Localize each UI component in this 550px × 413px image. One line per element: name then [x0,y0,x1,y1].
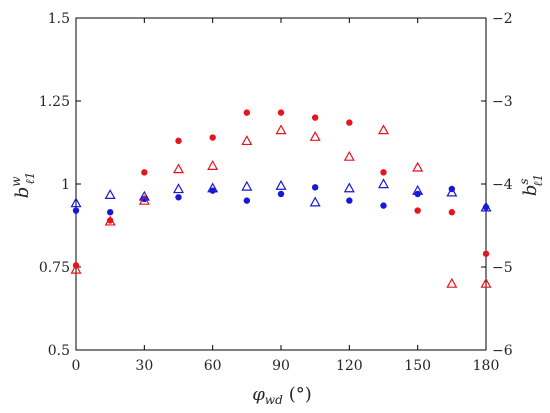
data-point-red-dot [209,134,216,141]
data-point-red-dot [277,109,285,116]
data-point-red-triangle [172,163,185,174]
x-axis-title: φwd (°) [252,384,312,407]
x-tick-label: 30 [135,358,153,374]
data-point-blue-triangle [446,186,458,197]
data-point-blue-triangle [343,182,355,193]
x-tick-label: 90 [272,358,290,374]
data-point-red-triangle [343,150,355,161]
x-tick-label: 60 [204,358,222,374]
data-point-red-triangle [275,124,287,135]
data-point-blue-triangle [207,182,219,193]
data-point-red-triangle [207,160,219,170]
data-point-blue-dot [72,207,80,214]
y-left-tick-label: 0.75 [39,260,70,276]
y-left-tick-label: 1.25 [39,94,70,110]
y-right-tick-label: −4 [492,177,513,193]
data-point-red-dot [243,109,251,116]
y-right-tick-label: −5 [492,260,513,276]
data-point-blue-triangle [275,179,287,190]
data-point-blue-triangle [309,196,321,207]
y-left-tick-label: 0.5 [48,343,70,359]
data-point-red-triangle [446,277,458,288]
data-point-blue-dot [277,190,285,198]
y-axis-left-title: bwℓ1 [9,172,37,198]
data-point-red-triangle [377,124,390,135]
data-point-red-triangle [241,135,253,146]
data-point-blue-triangle [138,190,150,201]
data-point-blue-triangle [172,183,185,194]
x-tick-label: 150 [404,358,431,374]
data-point-red-dot [346,119,353,126]
data-point-blue-dot [175,194,182,201]
y-right-tick-label: −6 [492,343,513,359]
data-point-blue-dot [380,202,387,209]
data-point-blue-triangle [104,189,116,199]
y-right-tick-label: −3 [492,94,513,110]
data-point-blue-dot [243,197,251,204]
data-point-red-triangle [412,161,424,172]
data-point-red-triangle [104,215,116,226]
x-tick-label: 180 [473,358,500,374]
y-left-tick-label: 1.5 [48,11,70,27]
y-axis-right-title: bsℓ1 [517,174,545,196]
data-point-red-dot [380,169,387,176]
data-point-blue-triangle [412,184,424,195]
data-point-red-dot [141,169,148,176]
data-point-red-dot [448,209,456,216]
data-point-red-triangle [480,277,492,288]
data-point-red-dot [311,114,319,121]
data-point-blue-triangle [70,197,82,208]
data-point-red-triangle [309,130,321,141]
data-point-red-dot [175,137,182,145]
data-point-blue-dot [346,197,353,204]
data-point-blue-triangle [480,201,492,212]
x-tick-label: 120 [336,358,363,374]
y-left-tick-label: 1 [61,177,70,193]
data-point-blue-triangle [241,180,253,191]
data-point-blue-triangle [377,178,390,189]
data-point-blue-dot [106,209,114,216]
data-point-red-dot [414,207,421,214]
data-point-red-triangle [70,263,82,274]
y-right-tick-label: −2 [492,11,513,27]
data-point-red-dot [482,250,490,257]
data-point-blue-dot [311,184,319,191]
plot-area-frame [75,17,487,351]
x-tick-label: 0 [72,358,81,374]
